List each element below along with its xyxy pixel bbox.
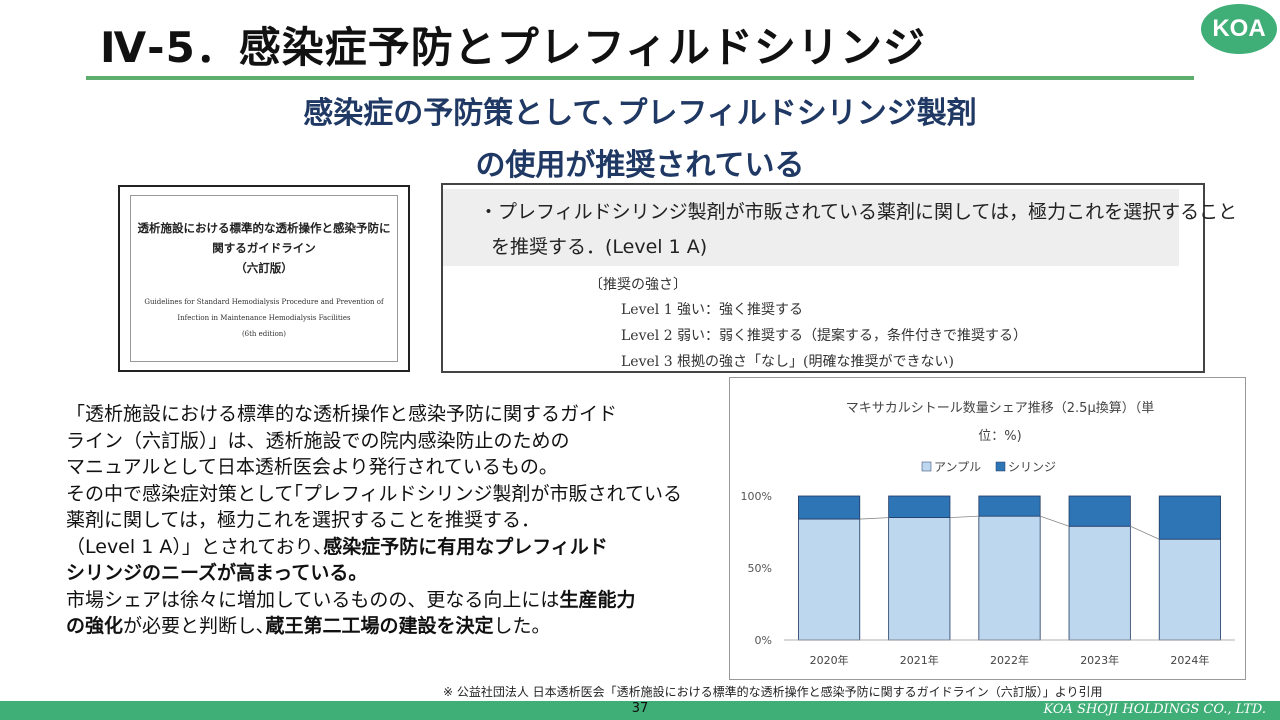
bar-syringe-1 [888,495,951,519]
series-connector-line [1130,525,1160,540]
bar-ampoule-4 [1158,538,1221,641]
footer-company-name: KOA SHOJI HOLDINGS CO., LTD. [1043,702,1266,717]
body-line: 「透析施設における標準的な透析操作と感染予防に関するガイド [66,403,618,425]
guideline-ja-edition: （六訂版） [235,261,293,275]
chart-y-axis: 0% 50% 100% [741,490,772,647]
body-line: の強化が必要と判断し､蔵王第二工場の建設を決定した。 [66,613,726,640]
y-tick-label: 100% [741,490,772,503]
footer-bar [0,701,1280,720]
strength-level-3: Level 3 根拠の強さ「なし」(明確な推奨ができない) [621,354,954,370]
subtitle-line-2: の使用が推奨されている [475,148,805,183]
chart-x-axis: 2020年 2021年 2022年 2023年 2024年 [810,653,1210,667]
bar-ampoule-2 [978,515,1041,641]
legend-label-1: シリンジ [1008,460,1056,474]
recommendation-line-2: を推奨する．(Level 1 A) [491,236,708,258]
bar-syringe-4 [1158,495,1221,540]
body-text-segment: 市場シェアは徐々に増加しているものの、更なる向上には [66,588,560,611]
guideline-en-edition: (6th edition) [241,330,287,338]
body-paragraph: 「透析施設における標準的な透析操作と感染予防に関するガイド ライン（六訂版）」は… [66,401,726,640]
body-line: ライン（六訂版）」は、透析施設での院内感染防止のための [66,429,570,452]
chart-title-line1: マキサカルシトール数量シェア推移（2.5μ換算）（単 [846,400,1154,416]
y-tick-label: 0% [755,634,772,647]
title-divider [86,76,1194,80]
strength-level-2: Level 2 弱い：弱く推奨する（提案する，条件付きで推奨する） [621,328,1028,344]
chart-bars [784,495,1235,641]
guideline-en-title-line1: Guidelines for Standard Hemodialysis Pro… [144,298,384,306]
body-line: その中で感染症対策として｢プレフィルドシリンジ製剤が市販されている [66,482,682,505]
body-line: （Level 1 A）」とされており､感染症予防に有用なプレフィルド [66,534,726,561]
page-number: 37 [631,701,649,716]
bar-syringe-2 [978,495,1041,517]
bar-ampoule-1 [888,517,951,641]
x-tick-label: 2023年 [1080,653,1119,667]
series-connector-line [859,517,889,520]
recommendation-excerpt: ・プレフィルドシリンジ製剤が市販されている薬剤に関しては，極力これを選択すること… [441,183,1237,373]
bar-syringe-0 [798,495,861,520]
x-tick-label: 2021年 [900,653,939,667]
body-line: 薬剤に関しては，極力これを選択することを推奨する． [66,509,541,531]
chart-title-line2: 位：%) [978,429,1021,444]
body-text-segment: （Level 1 A）」とされており､ [66,535,324,558]
source-note: ※ 公益社団法人 日本透析医会「透析施設における標準的な透析操作と感染予防に関す… [443,685,1103,699]
series-connector-line [1040,515,1070,527]
body-emphasis: 感染症予防に有用なプレフィルド [323,535,608,558]
series-connector-line [949,515,979,518]
body-emphasis: 蔵王第二工場の建設を決定 [265,615,494,637]
x-tick-label: 2024年 [1170,653,1209,667]
body-text-segment: が必要と判断し､ [123,615,266,637]
strength-level-1: Level 1 強い：強く推奨する [621,302,804,318]
guideline-ja-title-line1: 透析施設における標準的な透析操作と感染予防に [137,221,391,235]
guideline-ja-title-line2: 関するガイドライン [212,241,316,255]
body-line: 市場シェアは徐々に増加しているものの、更なる向上には生産能力 [66,587,726,614]
subtitle-line-1: 感染症の予防策として､プレフィルドシリンジ製剤 [303,96,977,131]
body-emphasis: シリンジのニーズが高まっている。 [66,562,368,584]
legend-swatch-1 [995,461,1006,472]
guideline-cover-frame: 透析施設における標準的な透析操作と感染予防に 関するガイドライン （六訂版） G… [130,195,398,362]
bar-ampoule-0 [798,518,861,641]
legend-label-0: アンプル [934,460,981,474]
body-text-segment: した。 [493,615,551,637]
body-line: シリンジのニーズが高まっている。 [66,560,726,587]
bar-syringe-3 [1068,495,1131,527]
x-tick-label: 2020年 [810,653,849,667]
body-emphasis: 生産能力 [559,588,636,611]
y-tick-label: 50% [748,562,772,575]
bar-ampoule-3 [1068,525,1131,641]
chart-legend: アンプル シリンジ [921,460,1056,474]
market-share-chart: マキサカルシトール数量シェア推移（2.5μ換算）（単 位：%) アンプル シリンジ… [729,377,1246,680]
recommendation-line-1: ・プレフィルドシリンジ製剤が市販されている薬剤に関しては，極力これを選択すること [479,201,1238,223]
body-emphasis: の強化 [66,615,124,637]
strength-heading: 〔推奨の強さ〕 [589,277,687,293]
page-title: Ⅳ-5．感染症予防とプレフィルドシリンジ [100,23,926,72]
guideline-en-title-line2: Infection in Maintenance Hemodialysis Fa… [177,314,351,322]
legend-swatch-0 [921,461,932,472]
market-share-chart-svg: マキサカルシトール数量シェア推移（2.5μ換算）（単 位：%) アンプル シリンジ… [741,400,1235,667]
guideline-cover-image: 透析施設における標準的な透析操作と感染予防に 関するガイドライン （六訂版） G… [118,185,410,372]
koa-logo: KOA [1201,4,1277,54]
x-tick-label: 2022年 [990,653,1029,667]
body-line: マニュアルとして日本透析医会より発行されているもの。 [66,456,558,478]
recommendation-highlight [443,189,1179,266]
